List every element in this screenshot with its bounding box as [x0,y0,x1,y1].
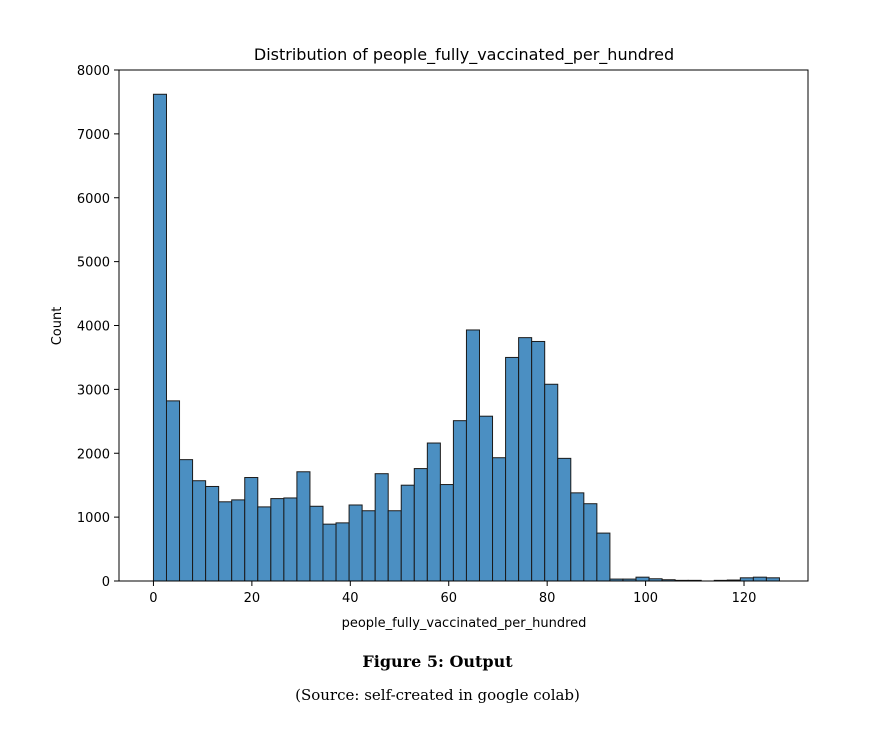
histogram-bar [270,498,285,582]
histogram-chart: Distribution of people_fully_vaccinated_… [50,45,809,631]
y-tick-label: 5000 [77,256,110,271]
histogram-bar [257,506,272,582]
histogram-bar [283,497,298,582]
y-tick-label: 8000 [77,64,110,79]
histogram-bar [557,457,572,582]
x-tick-label: 60 [440,591,457,606]
histogram-bar [309,505,324,582]
histogram-bar [544,383,559,582]
y-tick-label: 4000 [77,320,110,335]
histogram-bar [231,499,246,582]
histogram-bar [296,471,311,582]
y-tick-label: 2000 [77,447,110,462]
histogram-bar [426,442,441,582]
figure-source: (Source: self-created in google colab) [295,686,580,704]
histogram-bar [596,532,611,582]
x-tick-label: 20 [244,591,261,606]
x-tick-label: 80 [539,591,556,606]
plot-frame [118,69,809,582]
histogram-bar [531,340,546,582]
x-tick-label: 40 [342,591,359,606]
histogram-bar [413,468,428,582]
histogram-bar [452,420,467,582]
histogram-bar [400,484,415,582]
x-tick-label: 100 [633,591,658,606]
x-tick-label: 120 [732,591,757,606]
histogram-bar [152,93,167,582]
histogram-bar [387,510,402,582]
histogram-bar [361,510,376,582]
histogram-bar [322,523,337,582]
histogram-bar [505,356,520,582]
histogram-bar [583,503,598,582]
y-tick-label: 7000 [77,128,110,143]
histogram-bar [179,459,194,582]
histogram-bar [218,501,233,582]
y-tick-label: 3000 [77,383,110,398]
histogram-bar [348,504,363,582]
y-tick-label: 6000 [77,192,110,207]
histogram-bar [244,477,259,582]
histogram-bar [492,457,507,582]
x-tick-label: 0 [149,591,157,606]
y-tick-label: 0 [102,575,110,590]
y-axis-label: Count [50,307,65,346]
histogram-bar [465,329,480,582]
chart-title: Distribution of people_fully_vaccinated_… [254,45,674,65]
bars-group [152,93,780,582]
histogram-bar [518,337,533,582]
figure-caption: Figure 5: Output [362,652,513,671]
histogram-bar [752,576,767,582]
histogram-bar [165,400,181,582]
histogram-bar [192,480,207,582]
histogram-bar [374,473,389,582]
x-axis-ticks: 0 20 40 60 80 100 120 [149,581,756,606]
histogram-bar [478,415,494,582]
x-axis-label: people_fully_vaccinated_per_hundred [342,616,587,631]
y-axis-ticks: 0 1000 2000 3000 4000 5000 6000 7000 8000 [77,64,119,590]
y-tick-label: 1000 [77,511,110,526]
histogram-bar [439,484,454,582]
histogram-bar [335,522,350,582]
histogram-bar [570,492,585,582]
histogram-bar [635,576,650,582]
histogram-bar [205,485,220,582]
